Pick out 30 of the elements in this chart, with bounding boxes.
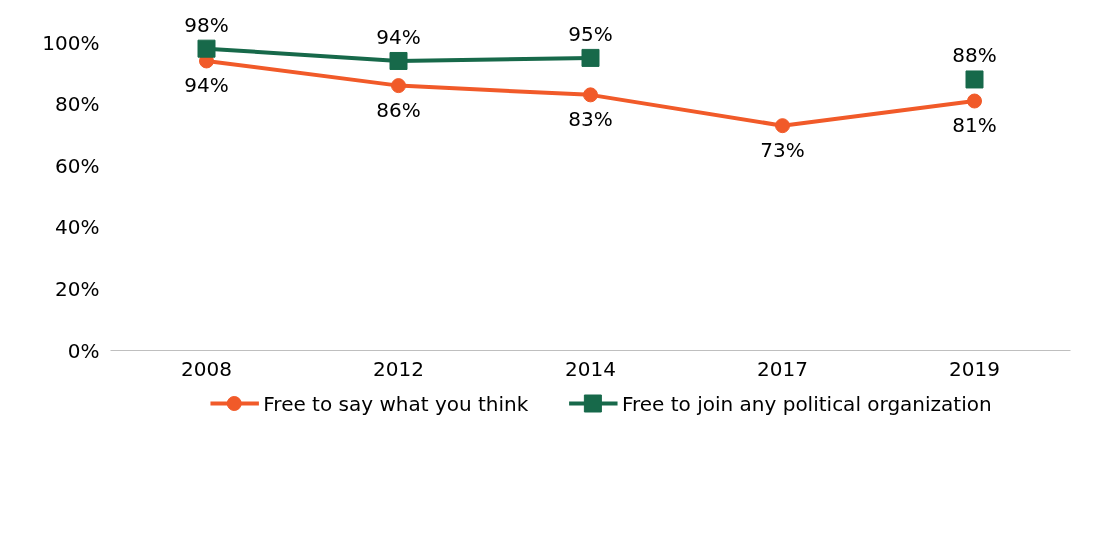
data-label: 73%	[760, 137, 805, 162]
x-tick-label: 2019	[949, 356, 1000, 381]
data-label: 86%	[376, 97, 421, 122]
data-label: 94%	[184, 72, 229, 97]
x-tick-label: 2012	[373, 356, 424, 381]
x-tick-label: 2017	[757, 356, 808, 381]
point	[389, 51, 408, 70]
point	[391, 78, 406, 94]
y-tick-label: 60%	[55, 153, 100, 178]
y-tick-label: 20%	[55, 276, 100, 301]
data-label: 81%	[952, 113, 997, 138]
y-tick-label: 0%	[67, 338, 100, 363]
data-label: 83%	[568, 106, 613, 131]
x-tick-label: 2014	[565, 356, 616, 381]
legend-label: Free to join any political organization	[621, 391, 992, 416]
data-label: 95%	[568, 21, 613, 46]
point	[965, 70, 984, 89]
point	[583, 87, 598, 103]
point	[775, 118, 790, 134]
y-tick-label: 80%	[55, 92, 100, 117]
point	[581, 48, 600, 67]
point	[967, 93, 982, 109]
data-label: 88%	[952, 43, 997, 68]
point	[197, 39, 216, 58]
y-tick-label: 100%	[42, 30, 100, 55]
data-label: 98%	[184, 12, 229, 37]
legend-label: Free to say what you think	[263, 391, 529, 416]
x-tick-label: 2008	[181, 356, 232, 381]
data-label: 94%	[376, 24, 421, 49]
y-tick-label: 40%	[55, 215, 100, 240]
